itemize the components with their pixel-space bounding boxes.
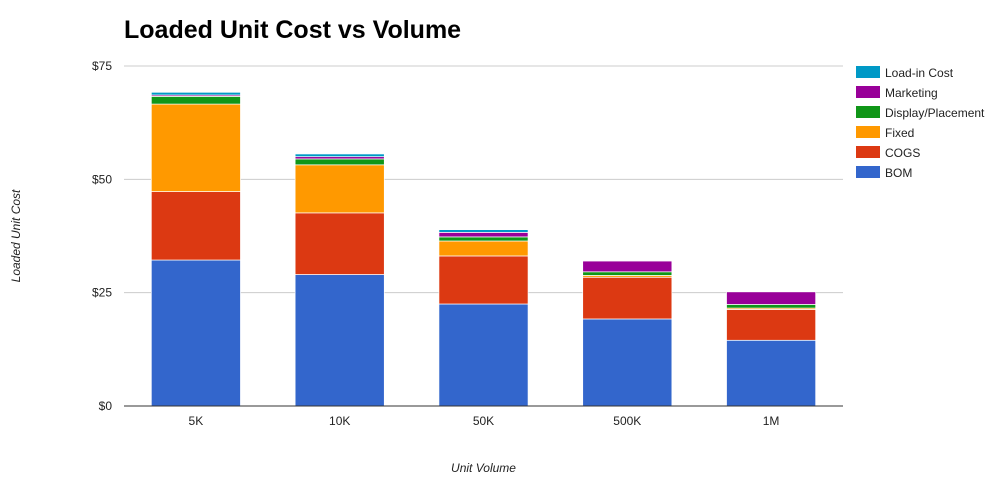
- bar-segment: [726, 304, 817, 309]
- bar-segment: [582, 318, 673, 407]
- legend-swatch: [856, 66, 880, 78]
- bar-segment: [150, 103, 241, 192]
- bar-segment: [150, 191, 241, 261]
- x-tick-label: 5K: [189, 414, 204, 428]
- legend-swatch: [856, 166, 880, 178]
- bar-segment: [294, 158, 385, 166]
- bar-segment: [726, 309, 817, 341]
- y-tick-label: $0: [99, 399, 113, 413]
- legend-item: COGS: [856, 146, 920, 160]
- y-axis-label: Loaded Unit Cost: [9, 189, 23, 282]
- legend-label: Display/Placement: [885, 106, 985, 120]
- legend-item: Fixed: [856, 126, 914, 140]
- bar-segment: [294, 212, 385, 275]
- bar-segment: [150, 91, 241, 96]
- bar-segment: [294, 164, 385, 214]
- bar-segment: [438, 229, 529, 233]
- bar-segment: [726, 291, 817, 305]
- legend-label: Fixed: [885, 126, 914, 140]
- bar-segment: [438, 236, 529, 242]
- bar-segment: [582, 260, 673, 273]
- legend-item: Load-in Cost: [856, 66, 954, 80]
- legend-item: BOM: [856, 166, 912, 180]
- x-axis-label: Unit Volume: [451, 461, 516, 475]
- legend-label: Marketing: [885, 86, 938, 100]
- legend-label: Load-in Cost: [885, 66, 954, 80]
- legend-label: COGS: [885, 146, 920, 160]
- bar-segment: [150, 259, 241, 407]
- x-tick-label: 500K: [613, 414, 641, 428]
- x-tick-label: 50K: [473, 414, 494, 428]
- legend-item: Display/Placement: [856, 106, 985, 120]
- bar-segment: [294, 153, 385, 158]
- bar-segment: [438, 240, 529, 257]
- bar-segment: [726, 339, 817, 407]
- y-tick-label: $50: [92, 172, 112, 186]
- bar-segment: [294, 274, 385, 407]
- y-tick-label: $25: [92, 286, 112, 300]
- x-tick-label: 1M: [763, 414, 780, 428]
- legend-swatch: [856, 126, 880, 138]
- legend-swatch: [856, 86, 880, 98]
- bar-segment: [582, 271, 673, 276]
- legend-label: BOM: [885, 166, 912, 180]
- x-tick-label: 10K: [329, 414, 350, 428]
- bar-segment: [438, 255, 529, 305]
- bar-segment: [582, 276, 673, 320]
- bar-segment: [438, 303, 529, 407]
- y-tick-label: $75: [92, 59, 112, 73]
- legend-item: Marketing: [856, 86, 938, 100]
- chart-title: Loaded Unit Cost vs Volume: [124, 16, 462, 44]
- legend-swatch: [856, 146, 880, 158]
- bar-segment: [438, 232, 529, 238]
- legend-swatch: [856, 106, 880, 118]
- bar-segment: [150, 96, 241, 105]
